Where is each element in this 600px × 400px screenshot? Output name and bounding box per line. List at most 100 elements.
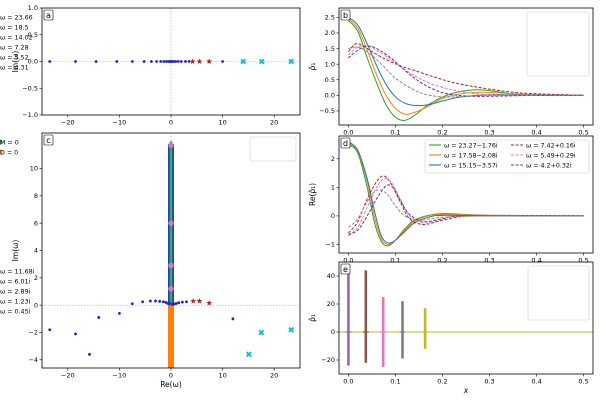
data-point [172, 60, 175, 63]
y-tick-label: −4 [28, 356, 38, 364]
data-point [154, 299, 157, 303]
y-tick-label: −0.5 [319, 107, 335, 115]
plot-area [348, 141, 584, 247]
y-tick-label: 0 [331, 328, 335, 336]
x-tick-label: 0.3 [484, 257, 494, 265]
series-line [348, 18, 584, 115]
y-tick-label: 2 [34, 274, 38, 282]
legend-label: ω = 7.42+0.16i [526, 142, 576, 149]
panel-a: −20 −10 0 10 20 −1.0 −0.5 0.0 0.5 1.0 Im(ω) a [11, 4, 301, 127]
x-tick-label: −10 [113, 372, 127, 380]
x-tick-label: 20 [270, 119, 278, 127]
axes-frame [338, 135, 594, 254]
data-point [148, 299, 152, 303]
legend-label: ω = 18.5 [0, 24, 29, 31]
data-point [141, 300, 145, 304]
y-tick-label: 6 [34, 219, 38, 227]
y-axis-label: Re(ρ̂₁) [308, 183, 317, 206]
x-tick-label: 0.1 [390, 257, 400, 265]
panel-letter: c [46, 136, 50, 145]
x-tick-label: 10 [218, 119, 226, 127]
data-point [176, 60, 180, 63]
x-axis-label: Re(ω) [160, 380, 182, 389]
legend-label: M = 0 [0, 139, 19, 146]
data-point-highlight [168, 285, 174, 292]
data-point [162, 60, 166, 63]
panel-letter-box [43, 134, 54, 146]
x-tick-label: 0.4 [531, 257, 541, 265]
y-tick-label: 2 [331, 155, 335, 163]
legend-label: ω = 14.02 [0, 34, 33, 41]
series-line [348, 184, 584, 235]
y-axis-label: Im(ω) [11, 51, 20, 73]
data-point [174, 302, 178, 305]
legend-label: ω = 1.23i [0, 298, 31, 305]
legend-marker [0, 139, 3, 145]
legend-label: ω = 4.2+0.32i [526, 162, 572, 169]
y-axis-label: ρ̂₁ [308, 63, 317, 71]
panel-letter-box [43, 9, 54, 21]
series-line [348, 189, 584, 228]
x-marker [246, 351, 252, 358]
series-line [348, 45, 584, 96]
legend-box [249, 136, 297, 162]
panel-letter: a [46, 11, 51, 20]
star-marker [206, 58, 213, 64]
data-point [174, 60, 178, 63]
y-tick-label: 0.0 [28, 58, 38, 66]
legend-label: ω = 4.31 [0, 64, 29, 71]
series-line [348, 177, 584, 237]
y-tick-label: 2.0 [325, 29, 335, 37]
data-point [74, 332, 77, 336]
series-line [348, 141, 584, 244]
legend-label: ω = 23.27−1.76i [444, 142, 498, 149]
y-tick-label: 4 [34, 247, 38, 255]
spike [347, 267, 350, 366]
data-point [187, 60, 191, 63]
y-axis-label: ρ̂₁ [308, 314, 317, 322]
data-point [179, 60, 183, 63]
panel-letter-box [340, 263, 351, 275]
x-tick-label: 0.5 [578, 129, 588, 137]
series-line [348, 175, 584, 234]
y-tick-label: 1.5 [325, 45, 335, 53]
x-tick-label: 0.2 [437, 257, 447, 265]
y-tick-label: 20 [327, 300, 335, 308]
data-point [158, 299, 162, 303]
y-tick-label: 0.5 [28, 31, 38, 39]
y-tick-label: −1.0 [22, 111, 38, 119]
x-tick-label: 0.4 [531, 378, 541, 386]
x-tick-label: 20 [270, 372, 278, 380]
data-point [48, 328, 52, 332]
data-point [130, 302, 134, 306]
x-axis-label: x [463, 386, 469, 395]
y-tick-label: 40 [327, 272, 335, 280]
legend-box [424, 139, 590, 174]
data-point [142, 60, 146, 63]
data-point [88, 352, 91, 356]
data-point [168, 302, 171, 306]
data-point [231, 317, 235, 321]
x-tick-label: 0.2 [437, 378, 447, 386]
data-point [94, 60, 98, 63]
y-tick-label: 0 [331, 212, 335, 220]
legend-label: ω = 5.49+0.29i [526, 152, 576, 159]
panel-b: 0.0 0.1 0.2 0.3 0.4 0.5 −0.5 0.0 0.5 1.0 1.5 2.0 2.5… [0, 7, 594, 137]
panel-letter: d [343, 139, 348, 148]
star-marker [196, 298, 203, 304]
plot-area [42, 133, 300, 368]
x-tick-label: 0.0 [343, 129, 353, 137]
legend-box [527, 265, 590, 321]
panel-letter: b [343, 11, 348, 20]
data-point [185, 300, 188, 304]
series-line [348, 46, 584, 98]
y-tick-label: −2 [28, 329, 38, 337]
x-tick-label: 0.5 [578, 257, 588, 265]
panel-letter: e [343, 265, 348, 274]
x-tick-label: 0.0 [343, 257, 353, 265]
data-point [159, 60, 163, 63]
spike [401, 301, 404, 359]
data-point [149, 60, 153, 63]
